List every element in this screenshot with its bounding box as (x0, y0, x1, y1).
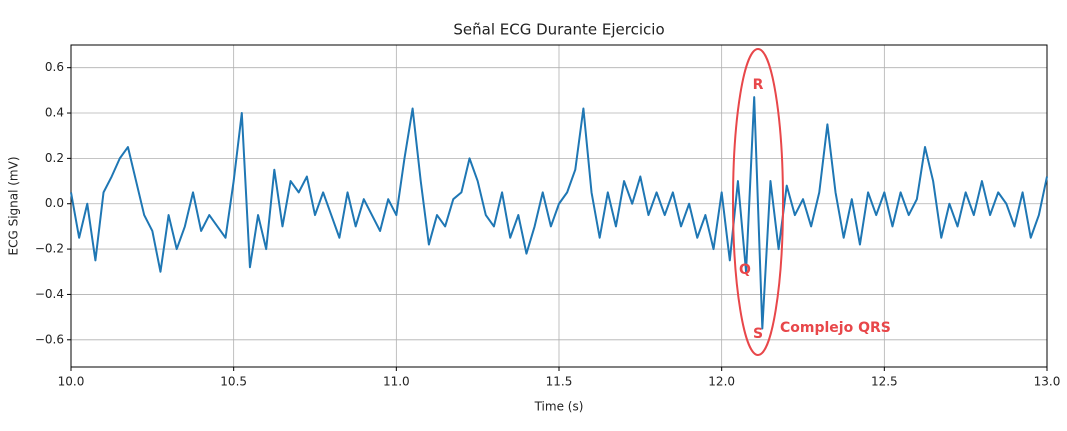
y-tick-label: 0.6 (45, 60, 64, 74)
x-tick-label: 11.0 (383, 375, 410, 389)
y-tick-label: −0.2 (35, 242, 64, 256)
y-tick-label: −0.4 (35, 287, 64, 301)
plot-frame (70, 44, 1048, 368)
annotation: Q (739, 262, 751, 278)
y-tick-label: 0.0 (45, 196, 64, 210)
x-tick-label: 13.0 (1034, 375, 1061, 389)
y-axis-label: ECG Signal (mV) (7, 156, 21, 255)
x-tick-label: 10.0 (58, 375, 85, 389)
annotation: Complejo QRS (780, 320, 891, 336)
x-tick-label: 12.0 (708, 375, 735, 389)
x-tick-label: 12.5 (871, 375, 898, 389)
x-axis-label: Time (s) (534, 400, 584, 414)
annotation: S (753, 326, 763, 342)
plot-area: −0.6 −0.4 −0.2 0.0 0.2 0.4 0.6 10.0 10.5 11.0 11.5… (35, 44, 1061, 389)
y-tick-label: −0.6 (35, 332, 64, 346)
chart-title: Señal ECG Durante Ejercicio (453, 21, 664, 39)
annotation: R (753, 77, 764, 93)
x-tick-label: 11.5 (546, 375, 573, 389)
y-tick-label: 0.4 (45, 106, 64, 120)
y-tick-label: 0.2 (45, 151, 64, 165)
x-tick-label: 10.5 (220, 375, 247, 389)
data-line (70, 96, 1048, 330)
qrs-ellipse (732, 48, 784, 356)
